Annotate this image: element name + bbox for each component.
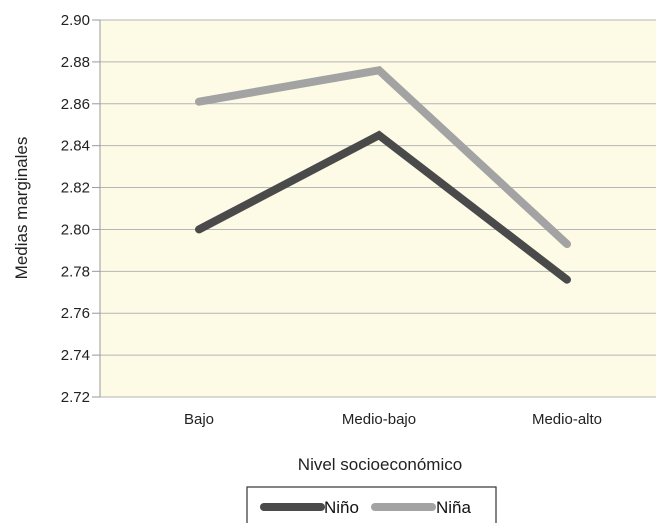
y-tick-label-2: 2.76 (61, 305, 90, 322)
y-tick-label-8: 2.88 (61, 54, 90, 71)
y-tick-labels: 2.72 2.74 2.76 2.78 2.80 2.82 2.84 2.86 2.88 2.90 (61, 12, 90, 406)
y-tick-label-1: 2.74 (61, 347, 90, 364)
y-tick-label-0: 2.72 (61, 389, 90, 406)
legend: Niño Niña (246, 486, 497, 523)
plot-area (100, 20, 656, 397)
legend-label-series-1: Niño (324, 498, 359, 517)
y-tick-label-5: 2.82 (61, 180, 90, 197)
x-tick-labels: Bajo Medio-bajo Medio-alto (184, 411, 602, 428)
y-tick-label-3: 2.78 (61, 263, 90, 280)
gridlines (92, 19, 656, 398)
y-tick-label-7: 2.86 (61, 96, 90, 113)
legend-label-series-2: Niña (436, 498, 472, 517)
y-axis-title: Medias marginales (12, 137, 31, 280)
x-tick-label-0: Bajo (184, 411, 214, 428)
x-axis-title: Nivel socioeconómico (298, 455, 462, 474)
x-tick-label-2: Medio-alto (532, 411, 602, 428)
y-tick-label-9: 2.90 (61, 12, 90, 29)
series-lines (195, 66, 571, 284)
y-tick-label-4: 2.80 (61, 221, 90, 238)
y-tick-label-6: 2.84 (61, 138, 90, 155)
x-tick-label-1: Medio-bajo (342, 411, 416, 428)
